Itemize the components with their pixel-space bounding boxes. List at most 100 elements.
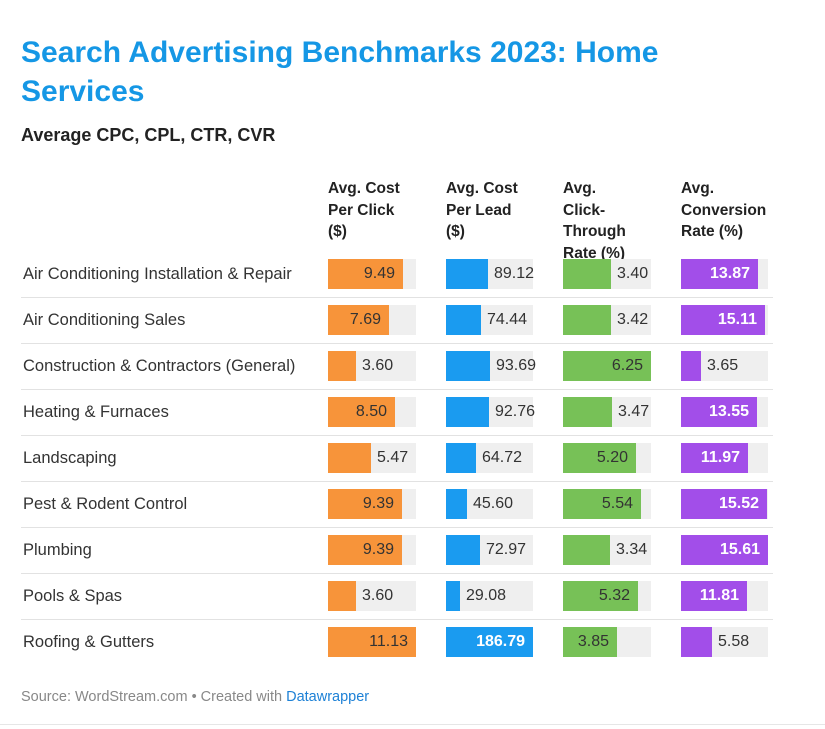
value-cvr: 11.97 (700, 449, 740, 466)
value-ctr: 3.34 (616, 541, 648, 558)
bar-ctr (563, 627, 617, 657)
value-cpl: 92.76 (495, 403, 536, 420)
cell-ctr: 3.85 (563, 627, 651, 657)
value-ctr: 6.25 (611, 357, 643, 374)
row-separator (21, 389, 773, 390)
value-cvr: 5.58 (718, 633, 750, 650)
row-separator (21, 619, 773, 620)
value-cvr: 15.11 (717, 311, 757, 328)
row-separator (21, 573, 773, 574)
row-separator (21, 297, 773, 298)
cell-cvr: 15.11 (681, 305, 768, 335)
row-separator (21, 527, 773, 528)
bar-ctr (563, 351, 651, 381)
bar-cpc (328, 259, 403, 289)
bar-cpl (446, 351, 490, 381)
cell-cpc: 5.47 (328, 443, 416, 473)
bar-ctr (563, 581, 638, 611)
bar-cvr (681, 259, 758, 289)
bar-cvr (681, 443, 748, 473)
cell-cpc: 3.60 (328, 351, 416, 381)
value-cvr: 15.61 (719, 541, 760, 558)
value-cpl: 72.97 (486, 541, 527, 558)
cell-cvr: 5.58 (681, 627, 768, 657)
row-label: Heating & Furnaces (23, 403, 169, 421)
value-cvr: 13.87 (709, 265, 750, 282)
cell-cpc: 9.49 (328, 259, 416, 289)
bar-cpc (328, 397, 395, 427)
bar-cvr (681, 627, 712, 657)
cell-cpc: 9.39 (328, 535, 416, 565)
value-cpc: 8.50 (355, 403, 387, 420)
cell-cpl: 93.69 (446, 351, 537, 381)
value-cpl: 64.72 (482, 449, 523, 466)
value-cvr: 11.81 (699, 587, 739, 604)
cell-ctr: 5.32 (563, 581, 651, 611)
bar-cpc (328, 581, 356, 611)
table-row: Plumbing 9.39 72.97 3.34 15.61 (21, 527, 773, 573)
row-label: Landscaping (23, 449, 117, 467)
bar-ctr (563, 535, 610, 565)
cell-cpl: 92.76 (446, 397, 536, 427)
value-cpc: 11.13 (369, 633, 408, 650)
cell-cpc: 9.39 (328, 489, 416, 519)
bar-cpl (446, 489, 467, 519)
value-cpl: 93.69 (496, 357, 537, 374)
value-cpc: 3.60 (362, 587, 394, 604)
cell-ctr: 5.20 (563, 443, 651, 473)
value-cpl: 29.08 (466, 587, 507, 604)
cell-cvr: 13.87 (681, 259, 768, 289)
table-row: Air Conditioning Installation & Repair 9.… (21, 251, 773, 297)
bar-cvr (681, 581, 747, 611)
cell-cpl: 29.08 (446, 581, 533, 611)
bar-cpc (328, 535, 402, 565)
bar-cpl (446, 535, 480, 565)
cell-cpl: 186.79 (446, 627, 533, 657)
cell-cvr: 15.52 (681, 489, 768, 519)
cell-cpc: 3.60 (328, 581, 416, 611)
bar-ctr (563, 305, 611, 335)
cell-ctr: 3.42 (563, 305, 651, 335)
chart-subtitle: Average CPC, CPL, CTR, CVR (21, 125, 276, 145)
table-row: Roofing & Gutters 11.13 186.79 3.85 5.58 (21, 619, 773, 665)
cell-ctr: 3.47 (563, 397, 651, 427)
value-cvr: 3.65 (707, 357, 739, 374)
value-ctr: 3.85 (577, 633, 609, 650)
table-row: Construction & Contractors (General) 3.60… (21, 343, 773, 389)
table-row: Pest & Rodent Control 9.39 45.60 5.54 15.52 (21, 481, 773, 527)
row-separator (21, 343, 773, 344)
bar-cpc (328, 627, 416, 657)
bottom-divider (0, 724, 825, 725)
value-cpl: 186.79 (476, 633, 525, 650)
cell-ctr: 3.40 (563, 259, 651, 289)
row-label: Air Conditioning Sales (23, 311, 186, 329)
row-label: Plumbing (23, 541, 92, 559)
source-text: Source: WordStream.com • Created with (21, 689, 283, 705)
value-ctr: 3.42 (617, 311, 649, 328)
column-header-ctr: Avg. Click- Through Rate (%) (563, 180, 626, 262)
value-cpl: 74.44 (487, 311, 528, 328)
value-cvr: 15.52 (718, 495, 759, 512)
value-cpc: 5.47 (377, 449, 409, 466)
cell-cpc: 11.13 (328, 627, 416, 657)
bar-cpc (328, 351, 356, 381)
row-label: Construction & Contractors (General) (23, 357, 296, 375)
cell-cpl: 74.44 (446, 305, 533, 335)
datawrapper-link[interactable]: Datawrapper (286, 689, 370, 705)
cell-ctr: 3.34 (563, 535, 651, 565)
cell-cpl: 64.72 (446, 443, 533, 473)
table-row: Heating & Furnaces 8.50 92.76 3.47 13.55 (21, 389, 773, 435)
source-note: Source: WordStream.com • Created with Da… (21, 689, 369, 705)
bar-cvr (681, 351, 701, 381)
bar-cvr (681, 305, 765, 335)
column-header-cpc: Avg. Cost Per Click ($) (328, 180, 400, 240)
value-cpc: 9.39 (362, 541, 394, 558)
table-row: Pools & Spas 3.60 29.08 5.32 11.81 (21, 573, 773, 619)
value-cpl: 89.12 (494, 265, 535, 282)
cell-cvr: 11.97 (681, 443, 768, 473)
value-ctr: 5.20 (596, 449, 628, 466)
row-label: Pest & Rodent Control (23, 495, 188, 513)
value-ctr: 5.54 (601, 495, 633, 512)
row-label: Air Conditioning Installation & Repair (23, 265, 292, 283)
bar-cvr (681, 397, 757, 427)
